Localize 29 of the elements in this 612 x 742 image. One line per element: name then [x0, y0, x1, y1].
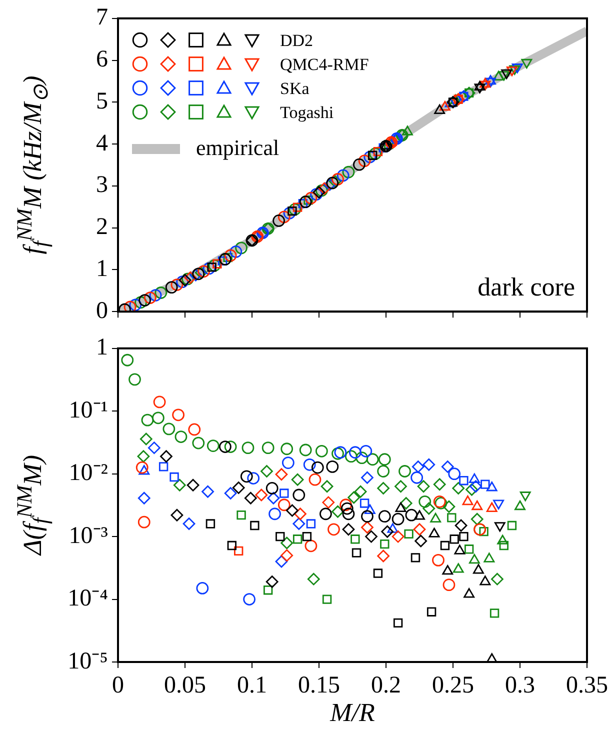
y-tick-label: 6 [96, 46, 108, 73]
y-tick-label: 2 [96, 214, 108, 240]
y-tick-label: 5 [96, 88, 108, 114]
legend-label: QMC4-RMF [280, 54, 369, 74]
y-tick-label: 10⁻² [68, 460, 108, 486]
x-tick-label: 0.35 [566, 672, 608, 699]
legend-label: SKa [280, 78, 310, 98]
y-tick-label: 10⁻³ [68, 522, 108, 549]
y-tick-label: 10⁻⁴ [68, 586, 108, 612]
y-tick-label: 1 [96, 334, 108, 361]
x-tick-label: 0.3 [505, 672, 535, 699]
x-tick-label: 0.05 [164, 672, 206, 699]
y-tick-label: 10⁻⁵ [68, 648, 108, 674]
x-tick-label: 0.25 [432, 672, 474, 699]
y-tick-label: 0 [96, 298, 108, 324]
y-tick-label: 3 [96, 172, 108, 198]
x-tick-label: 0.2 [371, 672, 401, 699]
y-tick-label: 7 [96, 4, 108, 31]
x-tick-label: 0.1 [237, 672, 267, 699]
legend-label: Togashi [280, 102, 334, 122]
x-tick-label: 0.15 [298, 672, 340, 699]
x-axis-title: M/R [330, 698, 375, 728]
legend-label: DD2 [280, 30, 314, 50]
y-tick-label: 10⁻¹ [68, 397, 108, 424]
x-tick-label: 0 [112, 672, 124, 699]
y-tick-label: 1 [96, 256, 108, 282]
y-tick-label: 4 [96, 130, 108, 156]
annotation: dark core [478, 272, 575, 302]
legend-label: empirical [196, 135, 280, 160]
